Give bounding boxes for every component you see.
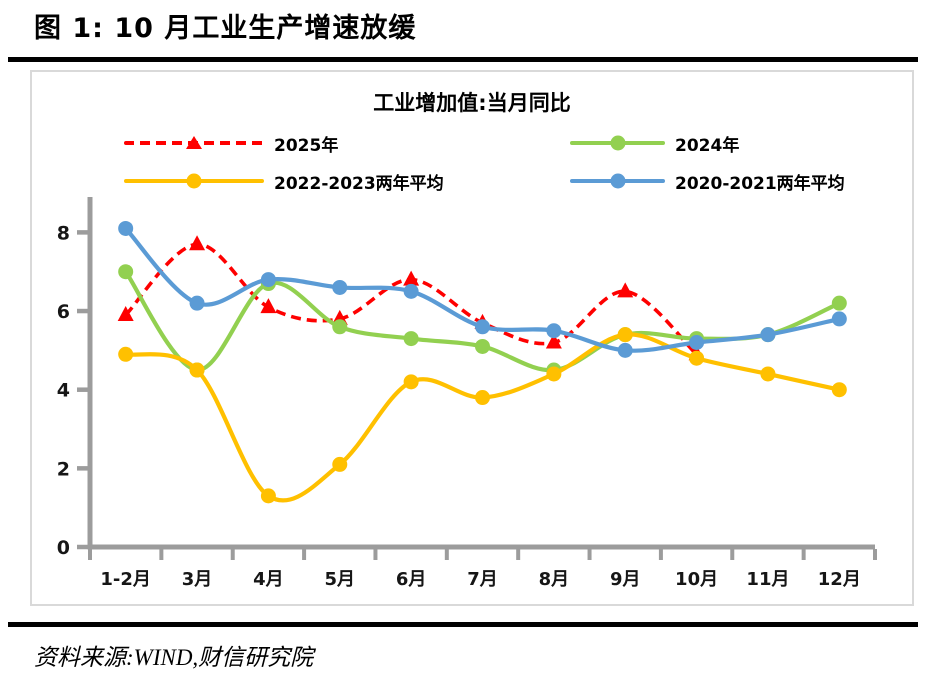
legend-label: 2022-2023两年平均	[274, 173, 444, 194]
data-point-2022-2023两年平均	[831, 382, 847, 398]
legend-sample-2024	[570, 135, 665, 151]
data-point-2022-2023两年平均	[403, 374, 419, 390]
chart-legend: 2025年 2024年 2022-2023两年平均 2020-2021两年平均	[124, 124, 904, 200]
legend-sample-2020-2021	[570, 173, 665, 189]
series-line-2024年	[123, 270, 841, 373]
data-point-2022-2023两年平均	[189, 362, 205, 378]
x-tick-label: 5月	[325, 569, 356, 590]
legend-item-2022-2023-avg: 2022-2023两年平均	[124, 169, 570, 194]
data-point-2022-2023两年平均	[689, 350, 705, 366]
data-point-2022-2023两年平均	[546, 366, 562, 382]
y-tick-label: 2	[57, 458, 70, 480]
data-point-2022-2023两年平均	[475, 390, 490, 406]
legend-row: 2025年 2024年	[124, 124, 904, 162]
data-point-2022-2023两年平均	[332, 456, 348, 472]
data-point-2024年	[403, 331, 419, 347]
data-point-2022-2023两年平均	[617, 327, 633, 343]
data-point-2022-2023两年平均	[260, 488, 276, 504]
x-tick-label: 8月	[539, 569, 570, 590]
data-point-2020-2021两年平均	[189, 295, 205, 311]
legend-sample-2022-2023	[124, 173, 264, 189]
data-point-2024年	[332, 319, 348, 335]
x-tick-label: 1-2月	[100, 569, 151, 590]
data-point-2022-2023两年平均	[118, 346, 134, 362]
data-point-2020-2021两年平均	[118, 220, 134, 236]
data-point-2024年	[118, 264, 134, 280]
legend-label: 2025年	[274, 135, 339, 156]
x-tick-label: 6月	[396, 569, 427, 590]
top-divider	[8, 57, 918, 62]
x-tick-label: 4月	[253, 569, 284, 590]
circle-marker-icon	[610, 173, 625, 189]
triangle-marker-icon	[186, 135, 202, 149]
data-point-2020-2021两年平均	[760, 327, 776, 343]
data-point-2020-2021两年平均	[546, 323, 562, 339]
y-tick-label: 6	[57, 301, 70, 323]
data-point-2020-2021两年平均	[831, 311, 847, 327]
data-point-2025年	[617, 282, 634, 298]
legend-row: 2022-2023两年平均 2020-2021两年平均	[124, 162, 904, 200]
data-point-2020-2021两年平均	[332, 279, 348, 295]
circle-marker-icon	[610, 135, 625, 151]
x-tick-label: 10月	[675, 569, 718, 590]
data-point-2020-2021两年平均	[260, 272, 276, 288]
data-point-2020-2021两年平均	[475, 319, 490, 335]
y-tick-label: 8	[57, 222, 70, 244]
y-tick-label: 4	[57, 380, 70, 402]
legend-sample-2025	[124, 135, 264, 149]
bottom-divider	[8, 622, 918, 627]
figure-title: 图 1: 10 月工业生产增速放缓	[34, 13, 417, 44]
x-tick-label: 11月	[746, 569, 789, 590]
data-point-2025年	[545, 333, 562, 349]
data-point-2020-2021两年平均	[403, 283, 419, 299]
legend-label: 2024年	[675, 135, 740, 156]
legend-item-2024: 2024年	[570, 131, 739, 156]
circle-marker-icon	[186, 173, 202, 189]
data-point-2025年	[260, 298, 277, 314]
series-line-2020-2021两年平均	[124, 227, 840, 353]
x-tick-label: 9月	[610, 569, 641, 590]
legend-item-2020-2021-avg: 2020-2021两年平均	[570, 169, 845, 194]
chart-title: 工业增加值:当月同比	[373, 91, 571, 115]
legend-label: 2020-2021两年平均	[675, 173, 845, 194]
x-tick-label: 3月	[182, 569, 213, 590]
chart-container: 工业增加值:当月同比 2025年 2024年 2022-2023两年平均 202…	[30, 70, 914, 606]
series-line-2022-2023两年平均	[125, 332, 840, 503]
data-point-2025年	[117, 305, 134, 321]
data-point-2020-2021两年平均	[617, 342, 633, 358]
data-point-2022-2023两年平均	[760, 366, 776, 382]
x-tick-label: 7月	[467, 569, 498, 590]
data-point-2020-2021两年平均	[689, 335, 705, 351]
source-note: 资料来源:WIND,财信研究院	[34, 645, 314, 670]
data-point-2025年	[403, 270, 420, 286]
x-tick-label: 12月	[818, 569, 861, 590]
data-point-2024年	[475, 338, 490, 354]
data-point-2025年	[189, 235, 206, 251]
legend-item-2025: 2025年	[124, 131, 570, 156]
line-chart-plot: 0 2 4 6 8 1-2月 3月 4月 5月 6月 7月 8月 9月 10月 11月 12月	[57, 197, 877, 590]
y-tick-label: 0	[57, 537, 70, 559]
data-point-2024年	[831, 295, 847, 311]
